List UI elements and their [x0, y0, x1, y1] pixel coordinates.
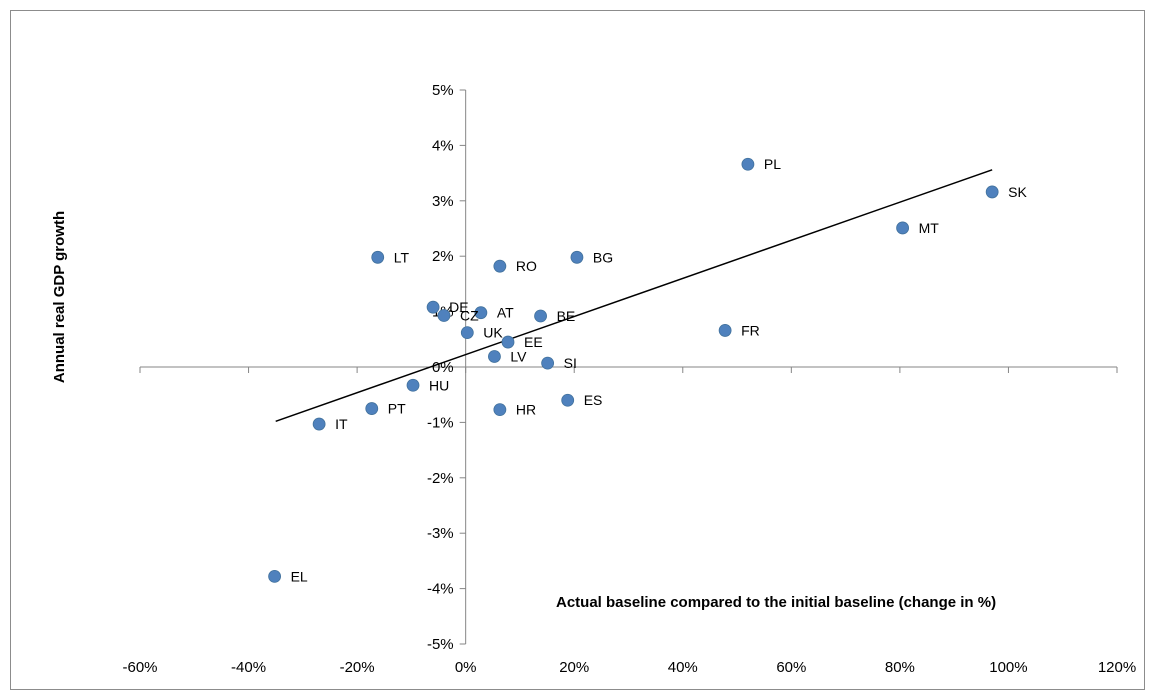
y-tick-label: -2%: [427, 470, 454, 487]
y-tick-label: 5%: [432, 82, 454, 99]
point-at: [474, 306, 488, 320]
y-tick-label: -4%: [427, 581, 454, 598]
point-be: [534, 309, 547, 323]
y-tick-label: 0%: [432, 359, 454, 376]
x-axis-title: Actual baseline compared to the initial …: [556, 594, 996, 611]
y-tick-label: -3%: [427, 525, 454, 542]
trendline-group: [275, 169, 993, 422]
point-ro: [493, 259, 507, 273]
point-label-be: BE: [557, 308, 576, 324]
point-hr: [493, 403, 507, 417]
trendline: [275, 169, 993, 422]
point-hu: [406, 378, 420, 392]
point-sk: [985, 185, 999, 199]
x-tick-label: 60%: [776, 659, 806, 676]
point-lt: [371, 250, 385, 264]
point-label-pl: PL: [764, 156, 781, 172]
point-lv: [488, 350, 501, 363]
point-label-at: AT: [497, 305, 514, 321]
y-tick-label: -1%: [427, 414, 454, 431]
x-tick-label: -40%: [231, 659, 266, 676]
point-label-sk: SK: [1008, 184, 1027, 200]
y-tick-label: 2%: [432, 248, 454, 265]
x-tick-label: 40%: [668, 659, 698, 676]
point-label-hr: HR: [516, 402, 536, 418]
point-cz: [437, 309, 451, 322]
point-uk: [460, 326, 474, 340]
y-tick-label: 3%: [432, 193, 454, 210]
point-label-ro: RO: [516, 258, 537, 274]
point-label-el: EL: [291, 568, 308, 584]
point-label-bg: BG: [593, 249, 613, 265]
point-label-de: DE: [449, 299, 468, 315]
x-tick-label: 120%: [1098, 659, 1136, 676]
x-tick-label: 20%: [559, 659, 589, 676]
point-label-mt: MT: [919, 220, 940, 236]
data-points: [268, 157, 999, 583]
point-label-lv: LV: [510, 348, 527, 364]
point-pt: [365, 402, 379, 415]
point-label-hu: HU: [429, 377, 449, 393]
point-label-pt: PT: [388, 401, 406, 417]
y-tick-label: 4%: [432, 137, 454, 154]
point-label-fr: FR: [741, 322, 760, 338]
point-es: [561, 393, 575, 407]
y-tick-label: -5%: [427, 636, 454, 653]
point-label-si: SI: [564, 355, 577, 371]
point-bg: [570, 250, 584, 264]
y-axis-title: Annual real GDP growth: [51, 211, 68, 383]
x-tick-label: 100%: [989, 659, 1027, 676]
point-label-uk: UK: [483, 325, 503, 341]
point-ee: [501, 335, 515, 349]
point-pl: [741, 157, 755, 171]
axes: -60% -40% -20% 0% 20% 40% 60% 80% 100% 120% 5% 4% 3%…: [122, 82, 1136, 676]
point-label-it: IT: [335, 416, 348, 432]
point-it: [312, 417, 326, 431]
point-label-ee: EE: [524, 334, 543, 350]
chart-frame: [10, 10, 1145, 690]
x-tick-label: 0%: [455, 659, 477, 676]
point-fr: [718, 324, 732, 337]
point-mt: [896, 221, 910, 235]
point-label-lt: LT: [394, 249, 410, 265]
x-tick-label: -20%: [340, 659, 375, 676]
point-label-cz: CZ: [460, 307, 479, 323]
x-tick-label: -60%: [122, 659, 157, 676]
x-tick-label: 80%: [885, 659, 915, 676]
point-el: [268, 570, 282, 583]
point-de: [426, 300, 440, 314]
point-si: [541, 356, 555, 370]
point-label-es: ES: [584, 392, 603, 408]
